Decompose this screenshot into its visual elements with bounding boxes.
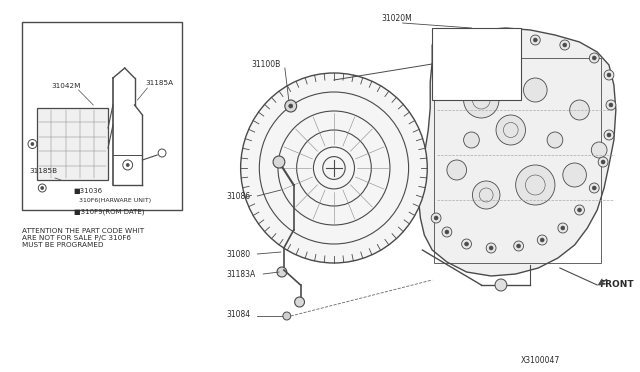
- Circle shape: [537, 235, 547, 245]
- Circle shape: [606, 100, 616, 110]
- Circle shape: [41, 186, 44, 189]
- Text: ATTENTION THE PART CODE WHIT
ARE NOT FOR SALE P/C 310F6
MUST BE PROGRAMED: ATTENTION THE PART CODE WHIT ARE NOT FOR…: [22, 228, 144, 248]
- Text: 31080: 31080: [226, 250, 250, 259]
- Circle shape: [496, 115, 525, 145]
- Circle shape: [547, 132, 563, 148]
- Circle shape: [38, 184, 46, 192]
- Circle shape: [434, 216, 438, 220]
- Circle shape: [461, 239, 472, 249]
- Circle shape: [442, 227, 452, 237]
- Circle shape: [563, 43, 567, 47]
- Text: SEC.311: SEC.311: [437, 40, 472, 49]
- Circle shape: [524, 78, 547, 102]
- Circle shape: [445, 230, 449, 234]
- Text: X3100047: X3100047: [520, 356, 560, 365]
- Circle shape: [289, 104, 292, 108]
- Circle shape: [589, 53, 599, 63]
- Text: 31042M: 31042M: [51, 83, 81, 89]
- Circle shape: [560, 40, 570, 50]
- Circle shape: [437, 60, 447, 70]
- Circle shape: [531, 35, 540, 45]
- Circle shape: [31, 142, 34, 145]
- Bar: [22, 22, 182, 210]
- Circle shape: [589, 183, 599, 193]
- Circle shape: [604, 130, 614, 140]
- Circle shape: [516, 165, 555, 205]
- Circle shape: [472, 181, 500, 209]
- Circle shape: [607, 73, 611, 77]
- Circle shape: [575, 205, 584, 215]
- Circle shape: [563, 163, 586, 187]
- Text: (31100): (31100): [437, 52, 467, 61]
- Circle shape: [440, 63, 444, 67]
- Text: 31084: 31084: [226, 310, 250, 319]
- Circle shape: [489, 246, 493, 250]
- Circle shape: [294, 297, 305, 307]
- Circle shape: [431, 213, 441, 223]
- Circle shape: [277, 267, 287, 277]
- Circle shape: [598, 157, 608, 167]
- Circle shape: [591, 142, 607, 158]
- Circle shape: [496, 37, 506, 47]
- Circle shape: [558, 223, 568, 233]
- Text: FRONT: FRONT: [599, 280, 634, 289]
- Circle shape: [28, 140, 37, 148]
- Circle shape: [533, 38, 537, 42]
- Text: ■31036: ■31036: [74, 188, 103, 194]
- Circle shape: [592, 186, 596, 190]
- Text: 31086: 31086: [226, 192, 250, 201]
- Circle shape: [540, 238, 544, 242]
- Circle shape: [463, 82, 499, 118]
- Circle shape: [158, 149, 166, 157]
- Circle shape: [609, 103, 613, 107]
- Circle shape: [447, 160, 467, 180]
- Circle shape: [126, 164, 129, 167]
- Bar: [434, 58, 601, 263]
- Text: 31100B: 31100B: [252, 60, 281, 69]
- Circle shape: [283, 312, 291, 320]
- Circle shape: [607, 133, 611, 137]
- Circle shape: [467, 45, 476, 55]
- Circle shape: [241, 73, 428, 263]
- Text: ■310F9(ROM DATE): ■310F9(ROM DATE): [74, 208, 144, 215]
- Bar: [432, 28, 520, 100]
- Circle shape: [561, 226, 564, 230]
- Text: 31020M: 31020M: [381, 14, 412, 23]
- Circle shape: [463, 132, 479, 148]
- Bar: [37, 108, 108, 180]
- Text: 31185A: 31185A: [145, 80, 173, 86]
- Circle shape: [486, 243, 496, 253]
- Circle shape: [499, 40, 503, 44]
- Circle shape: [516, 244, 520, 248]
- Circle shape: [273, 156, 285, 168]
- Text: 310F6(HARWARE UNIT): 310F6(HARWARE UNIT): [79, 198, 150, 203]
- Circle shape: [465, 242, 468, 246]
- Circle shape: [601, 160, 605, 164]
- Polygon shape: [419, 28, 616, 276]
- Text: 31185B: 31185B: [29, 168, 58, 174]
- Circle shape: [570, 100, 589, 120]
- Circle shape: [592, 56, 596, 60]
- Text: 31183A: 31183A: [226, 270, 255, 279]
- Circle shape: [470, 48, 474, 52]
- Circle shape: [123, 160, 132, 170]
- Circle shape: [285, 100, 296, 112]
- Circle shape: [514, 241, 524, 251]
- Circle shape: [495, 279, 507, 291]
- Circle shape: [577, 208, 582, 212]
- Circle shape: [604, 70, 614, 80]
